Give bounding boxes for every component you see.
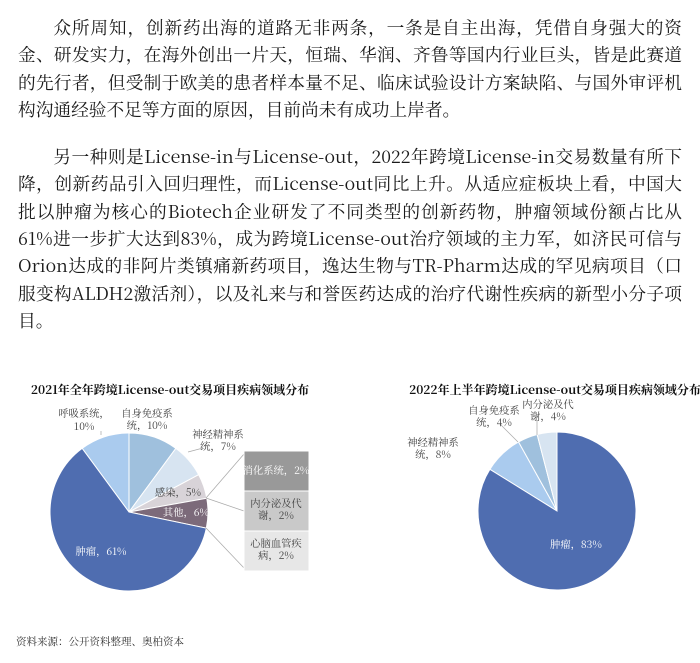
svg-text:10%: 10% [74, 418, 95, 433]
svg-text:感染，5%: 感染，5% [155, 484, 202, 499]
svg-text:肿瘤，83%: 肿瘤，83% [550, 536, 602, 551]
svg-text:谢，4%: 谢，4% [530, 408, 566, 423]
svg-text:统，7%: 统，7% [200, 438, 236, 453]
svg-text:统，10%: 统，10% [127, 417, 168, 432]
svg-text:消化系统，2%: 消化系统，2% [243, 462, 310, 477]
svg-text:统，4%: 统，4% [476, 414, 512, 429]
svg-text:谢，2%: 谢，2% [258, 507, 294, 522]
svg-text:病，2%: 病，2% [258, 547, 294, 562]
svg-text:其他，6%: 其他，6% [163, 504, 210, 519]
svg-text:肿瘤，61%: 肿瘤，61% [76, 543, 127, 558]
svg-text:统，8%: 统，8% [415, 446, 451, 461]
